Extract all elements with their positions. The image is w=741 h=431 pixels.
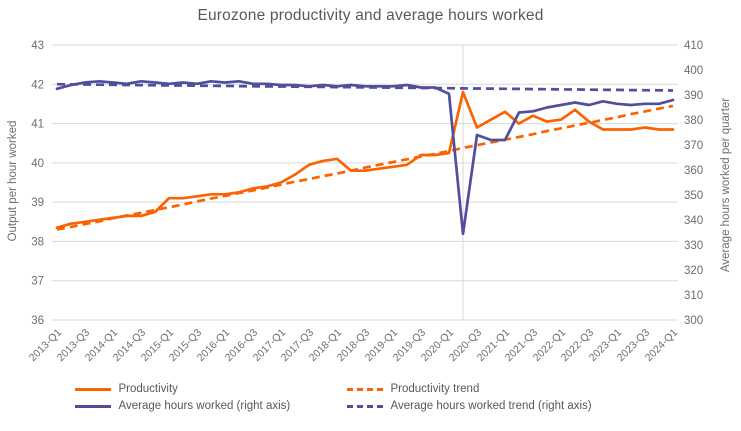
legend: Productivity Productivity trend Average … <box>74 383 667 412</box>
left-axis-tick: 37 <box>31 276 44 288</box>
legend-item-productivity: Productivity <box>74 383 347 395</box>
average-hours-worked-trend-right-axis-line <box>56 82 674 92</box>
right-axis-tick: 410 <box>684 40 703 52</box>
chart-title: Eurozone productivity and average hours … <box>197 7 544 24</box>
average-hours-worked-right-axis-line <box>55 79 675 236</box>
right-axis-tick: 360 <box>684 165 703 177</box>
left-axis-tick: 36 <box>31 315 44 327</box>
productivity-line-swatch <box>74 387 111 391</box>
left-axis-tick: 42 <box>31 79 44 91</box>
legend-label: Productivity trend <box>390 383 480 395</box>
left-axis-tick: 38 <box>31 236 44 248</box>
left-axis-tick: 40 <box>31 158 44 170</box>
left-axis-tick: 39 <box>31 197 44 209</box>
left-axis-tick: 43 <box>31 40 44 52</box>
right-axis-tick: 330 <box>684 240 703 252</box>
left-axis-tick: 41 <box>31 119 44 131</box>
right-axis-tick: 300 <box>684 315 703 327</box>
legend-item-hours-worked: Average hours worked (right axis) <box>74 400 347 412</box>
right-axis-tick: 400 <box>684 65 703 77</box>
legend-label: Average hours worked (right axis) <box>118 400 291 412</box>
productivity-trend-line <box>56 104 674 231</box>
legend-label: Average hours worked trend (right axis) <box>390 400 592 412</box>
right-axis-tick: 340 <box>684 215 703 227</box>
right-axis-tick: 320 <box>684 265 703 277</box>
hours-worked-trend-swatch <box>346 404 383 408</box>
legend-label: Productivity <box>118 383 178 395</box>
right-axis-tick: 370 <box>684 140 703 152</box>
right-axis-tick: 310 <box>684 290 703 302</box>
hours-worked-line-swatch <box>74 404 111 408</box>
productivity-line <box>55 90 675 230</box>
right-axis-tick: 350 <box>684 190 703 202</box>
legend-item-productivity-trend: Productivity trend <box>346 383 667 395</box>
legend-item-hours-worked-trend: Average hours worked trend (right axis) <box>346 400 667 412</box>
productivity-trend-swatch <box>346 387 383 391</box>
right-axis-tick: 380 <box>684 115 703 127</box>
right-axis-tick: 390 <box>684 90 703 102</box>
